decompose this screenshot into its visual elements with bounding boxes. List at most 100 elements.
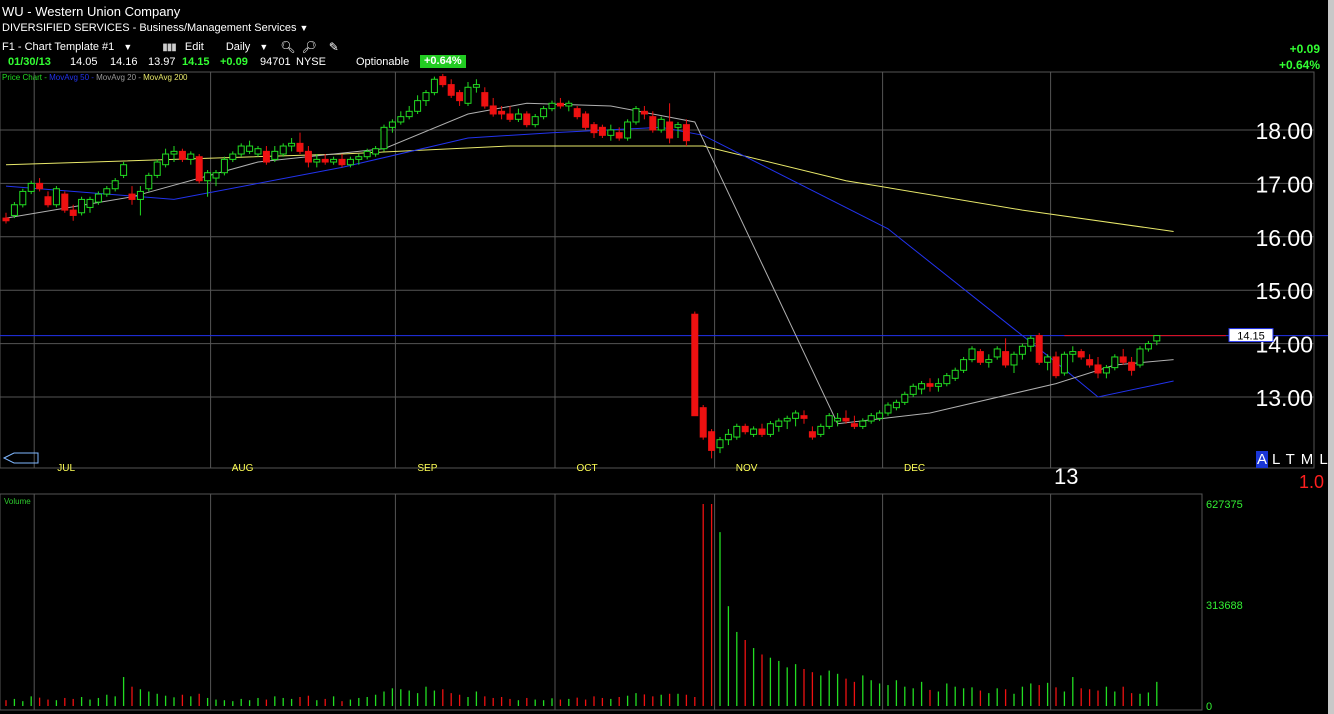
price-tick-label: 16.00 (1255, 225, 1313, 251)
last-price-tag (1228, 328, 1274, 343)
candle-down (741, 423, 749, 435)
candle-up (724, 429, 732, 446)
change-pct-right: +0.64% (1278, 58, 1320, 72)
candle-body (556, 102, 564, 107)
quote-high: 14.16 (110, 56, 138, 68)
candle-body (750, 428, 758, 435)
month-label: OCT (576, 463, 597, 474)
candle-body (649, 116, 657, 131)
candle-down (1052, 351, 1060, 379)
candle-body (1128, 361, 1136, 371)
candle-body (850, 423, 858, 427)
candle-up (414, 95, 422, 114)
candle-up (825, 413, 833, 430)
edit-button[interactable]: ▮▮▮ Edit (162, 41, 210, 53)
candle-body (430, 78, 438, 94)
candle-up (111, 178, 119, 192)
month-label: DEC (904, 463, 925, 474)
template-label: F1 - Chart Template #1 (2, 40, 115, 53)
legend-ma50: MovAvg 50 - (49, 73, 94, 82)
candle-body (279, 145, 287, 155)
candle-body (598, 126, 606, 136)
candle-up (1102, 364, 1110, 379)
price-nav-handle[interactable] (2, 452, 42, 466)
candle-body (111, 180, 119, 190)
price-tick-label: 17.00 (1255, 171, 1313, 197)
candle-up (313, 154, 321, 168)
candle-body (632, 108, 640, 123)
candle-up (212, 170, 220, 187)
candle-body (624, 121, 632, 139)
candle-body (1018, 345, 1026, 355)
candle-down (36, 178, 44, 192)
candle-body (405, 110, 413, 118)
volume-plot-frame (0, 493, 1203, 711)
candle-up (430, 76, 438, 96)
candle-body (1077, 351, 1085, 358)
candle-body (892, 401, 900, 409)
candle-down (1094, 356, 1102, 379)
candle-body (388, 121, 396, 128)
candle-body (514, 113, 522, 120)
candle-body (330, 158, 338, 163)
candle-down (489, 97, 497, 117)
candle-body (338, 158, 346, 166)
candle-body (447, 84, 455, 96)
candle-down (506, 105, 514, 122)
candle-body (372, 148, 380, 155)
candle-body (573, 108, 581, 118)
zoom-in-icon[interactable]: 🔍︎ (280, 39, 296, 54)
candle-down (195, 154, 203, 184)
template-dropdown[interactable]: F1 - Chart Template #1 ▼ (2, 41, 138, 53)
zoom-out-icon[interactable]: 🔎︎ (301, 39, 317, 54)
candle-up (19, 188, 27, 208)
edit-label: Edit (184, 40, 204, 53)
candle-body (94, 193, 102, 203)
candle-body (666, 121, 674, 139)
volume-chart[interactable]: 627375 313688 0 (0, 492, 1328, 714)
candle-up (86, 196, 94, 213)
mode-ltml-buttons[interactable]: L T M L (1272, 451, 1329, 468)
candle-body (1010, 353, 1018, 366)
volume-tick-label: 0 (1206, 701, 1212, 713)
candle-up (1111, 354, 1119, 371)
candle-body (254, 148, 262, 155)
candle-up (1069, 346, 1077, 363)
candle-up (674, 121, 682, 139)
candle-body (792, 412, 800, 419)
candle-body (136, 190, 144, 200)
draw-pen-icon[interactable]: ✎ (328, 39, 339, 54)
candle-body (565, 102, 573, 107)
candle-up (817, 423, 825, 438)
candle-down (338, 154, 346, 168)
ma20-line (5, 102, 1174, 425)
candle-body (313, 158, 321, 163)
candle-body (464, 86, 472, 104)
candle-body (1136, 348, 1144, 366)
period-label: Daily (225, 40, 251, 53)
candle-body (346, 158, 354, 166)
candle-up (145, 172, 153, 192)
candle-body (1144, 343, 1152, 350)
period-dropdown[interactable]: Daily ▼ (226, 41, 274, 53)
candle-up (540, 105, 548, 120)
candle-body (380, 126, 388, 150)
candle-body (876, 412, 884, 419)
legend-price-chart: Price Chart - (2, 73, 47, 82)
candle-body (884, 404, 892, 414)
candle-down (439, 73, 447, 88)
candle-down (1035, 332, 1043, 365)
mode-a-button[interactable]: A (1256, 451, 1269, 468)
window-edge (1328, 0, 1334, 714)
sector-label[interactable]: DIVERSIFIED SERVICES - Business/Manageme… (2, 22, 308, 36)
candle-up (733, 423, 741, 440)
candle-body (758, 428, 766, 435)
candle-up (960, 356, 968, 373)
sector-dropdown-icon[interactable]: ▼ (299, 23, 309, 33)
candle-body (682, 124, 690, 142)
last-price-tag-text: 14.15 (1237, 331, 1265, 343)
candle-body (775, 420, 783, 427)
candle-down (498, 105, 506, 120)
candle-up (330, 156, 338, 165)
